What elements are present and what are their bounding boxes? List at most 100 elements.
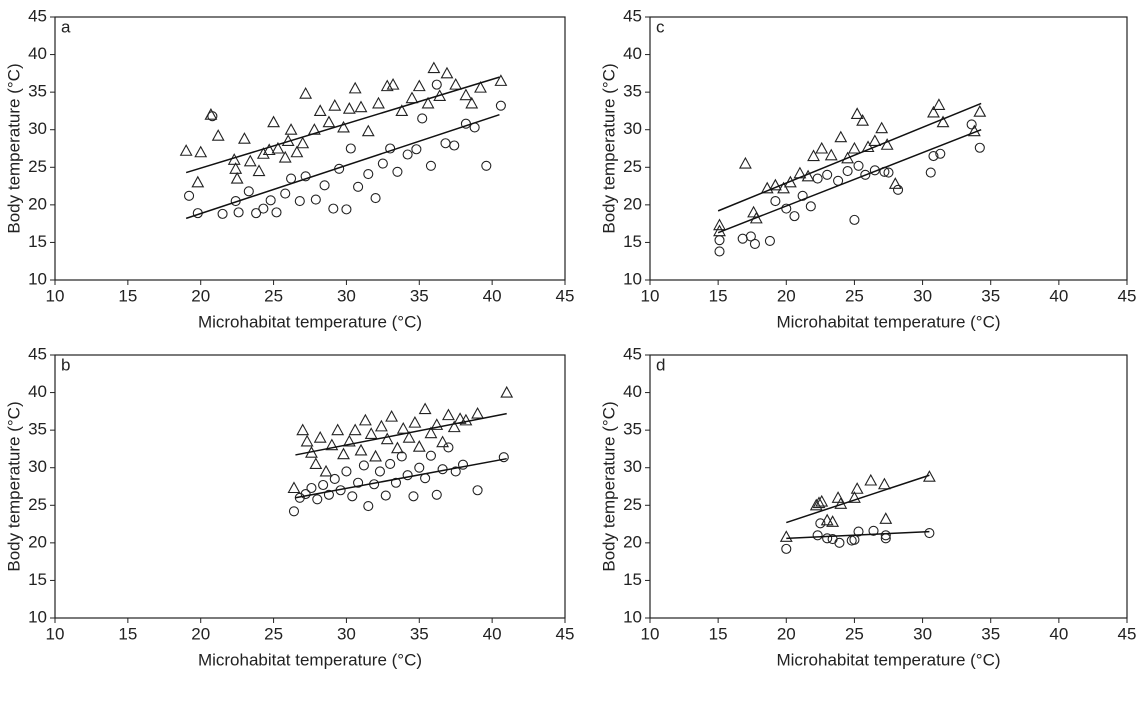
- circle-point: [822, 533, 833, 544]
- circle-point: [329, 473, 340, 485]
- circle-point: [749, 238, 760, 249]
- circle-point: [265, 195, 276, 206]
- triangle-point: [760, 181, 774, 194]
- x-tick-label: 40: [483, 286, 502, 305]
- y-tick-label: 40: [28, 44, 47, 63]
- circle-point: [310, 194, 321, 205]
- circle-point: [385, 458, 396, 470]
- circle-point: [390, 477, 402, 488]
- triangle-point: [278, 150, 292, 163]
- fit-line: [786, 474, 930, 524]
- triangle-point: [777, 181, 790, 194]
- triangle-point: [850, 107, 864, 119]
- y-tick-label: 25: [28, 157, 47, 176]
- triangle-point: [441, 408, 455, 421]
- circle-point: [860, 169, 871, 180]
- circle-point: [271, 207, 282, 218]
- y-tick-label: 15: [623, 570, 642, 589]
- plot-frame: [54, 16, 566, 281]
- triangle-point: [284, 123, 298, 135]
- y-axis-label: Body temperature (°C): [4, 63, 23, 233]
- x-axis-label: Microhabitat temperature (°C): [776, 312, 1000, 331]
- panel-label: b: [61, 355, 70, 374]
- triangle-point: [868, 134, 882, 147]
- x-tick-label: 10: [641, 286, 660, 305]
- triangle-point: [354, 443, 368, 456]
- panel: 10 15 20 25 30 35 40 45 10 15 20 25 30 35 40 45 Microhab…: [599, 344, 1136, 669]
- x-tick-label: 35: [410, 286, 429, 305]
- triangle-point: [440, 66, 454, 79]
- x-axis-label: Microhabitat temperature (°C): [198, 312, 422, 331]
- x-tick-label: 15: [709, 286, 728, 305]
- triangle-point: [809, 498, 823, 511]
- x-tick-label: 15: [709, 624, 728, 643]
- circle-point: [353, 477, 364, 488]
- circle-point: [341, 466, 352, 477]
- triangle-point: [471, 406, 485, 419]
- circle-point: [380, 490, 391, 501]
- x-tick-label: 10: [46, 286, 65, 305]
- panel: 10 15 20 25 30 35 40 45 10 15 20 25 30 35 40 45 Microhab…: [4, 344, 574, 669]
- circle-point: [928, 150, 939, 162]
- circle-point: [764, 235, 775, 246]
- triangle-point: [309, 457, 323, 470]
- triangle-point: [256, 147, 270, 159]
- y-tick-label: 20: [28, 194, 47, 213]
- circle-point: [822, 169, 833, 180]
- x-tick-label: 15: [118, 624, 137, 643]
- triangle-point: [243, 154, 257, 167]
- circle-point: [411, 144, 422, 155]
- triangle-point: [768, 178, 782, 191]
- circle-point: [812, 530, 823, 541]
- x-tick-label: 20: [191, 286, 210, 305]
- circle-point: [805, 201, 816, 212]
- fit-line: [717, 102, 982, 212]
- x-tick-label: 45: [1118, 286, 1137, 305]
- x-tick-label: 30: [337, 624, 356, 643]
- x-tick-label: 35: [981, 286, 1000, 305]
- circle-point: [312, 494, 323, 505]
- circle-point: [353, 181, 364, 192]
- triangle-point: [229, 162, 243, 174]
- circle-point: [880, 530, 891, 541]
- circle-point: [481, 160, 492, 171]
- y-tick-label: 45: [623, 6, 642, 25]
- circle-point: [294, 196, 305, 207]
- circle-point: [392, 166, 403, 177]
- y-tick-label: 30: [28, 457, 47, 476]
- circle-point: [924, 528, 935, 539]
- y-axis-label: Body temperature (°C): [4, 401, 23, 571]
- circle-point: [402, 149, 413, 160]
- circle-point: [184, 190, 195, 201]
- circle-point: [323, 489, 334, 500]
- triangle-point: [337, 120, 350, 133]
- triangle-point: [230, 171, 244, 184]
- x-tick-label: 45: [556, 286, 575, 305]
- circle-point: [853, 160, 864, 171]
- circle-point: [408, 491, 419, 502]
- y-axis-label: Body temperature (°C): [599, 401, 618, 571]
- y-tick-label: 25: [623, 495, 642, 514]
- circle-point: [472, 485, 483, 496]
- y-tick-label: 10: [28, 607, 47, 626]
- triangle-point: [296, 423, 310, 436]
- circle-point: [286, 173, 297, 184]
- circle-point: [770, 196, 781, 207]
- triangle-point: [421, 96, 435, 109]
- panel-label: a: [61, 17, 71, 36]
- x-tick-label: 35: [981, 624, 1000, 643]
- circle-point: [319, 180, 330, 191]
- triangle-point: [807, 149, 820, 162]
- x-axis-label: Microhabitat temperature (°C): [776, 650, 1000, 669]
- triangle-point: [880, 138, 894, 150]
- circle-point: [450, 466, 461, 477]
- plot-frame: [649, 354, 1128, 619]
- circle-point: [495, 100, 506, 111]
- circle-point: [294, 492, 305, 503]
- triangle-point: [856, 114, 870, 126]
- x-tick-label: 10: [641, 624, 660, 643]
- circle-point: [737, 233, 748, 244]
- x-tick-label: 15: [118, 286, 137, 305]
- triangle-point: [191, 175, 205, 188]
- triangle-point: [179, 144, 193, 156]
